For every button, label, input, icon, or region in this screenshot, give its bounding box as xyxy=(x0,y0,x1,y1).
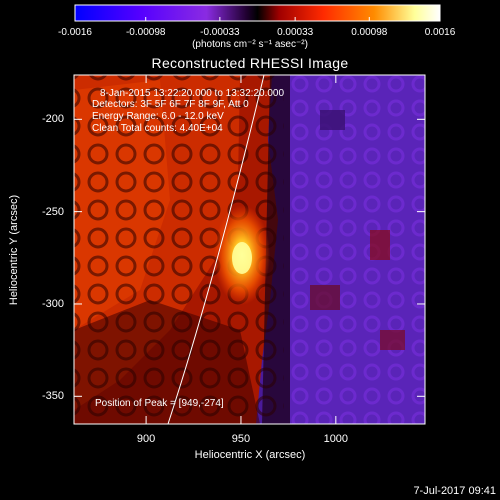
colorbar-ticks xyxy=(74,17,441,21)
annotation-clean: Clean Total counts: 4.40E+04 xyxy=(92,123,223,134)
annotation-detectors: Detectors: 3F 5F 6F 7F 8F 9F, Att 0 xyxy=(92,99,249,110)
rhessi-image xyxy=(74,75,425,424)
annotation-time: 8-Jan-2015 13:22:20.000 to 13:32:20.000 xyxy=(100,88,285,99)
colorbar-tick-label: 0.0016 xyxy=(424,27,456,38)
x-tick-label: 1000 xyxy=(323,433,349,445)
colorbar xyxy=(74,4,441,22)
annotation-peak: Position of Peak = [949,-274] xyxy=(95,398,224,409)
solar-limb-line xyxy=(167,75,265,424)
colorbar-tick-label: 0.00033 xyxy=(277,27,314,38)
y-tick-label: -350 xyxy=(41,390,64,403)
colorbar-tick-label: -0.00098 xyxy=(125,27,166,38)
colorbar-tick-label: -0.0016 xyxy=(58,27,92,38)
y-tick-label: -250 xyxy=(41,205,64,218)
y-tick-label: -200 xyxy=(41,113,64,126)
footer-timestamp: 7-Jul-2017 09:41 xyxy=(413,485,496,497)
y-tick-label: -300 xyxy=(41,297,64,310)
plot-title: Reconstructed RHESSI Image xyxy=(151,55,349,71)
colorbar-tick-label: -0.00033 xyxy=(200,27,240,38)
plot-frame xyxy=(73,74,426,425)
colorbar-tick-label: 0.00098 xyxy=(351,27,388,38)
colorbar-unit-label: (photons cm⁻² s⁻¹ asec⁻²) xyxy=(192,39,308,50)
annotation-energy: Energy Range: 6.0 - 12.0 keV xyxy=(92,111,224,122)
x-tick-label: 900 xyxy=(136,433,156,445)
x-axis-label: Heliocentric X (arcsec) xyxy=(194,449,306,461)
axis-ticks xyxy=(74,75,425,424)
x-tick-label: 950 xyxy=(231,433,251,445)
y-axis-label: Heliocentric Y (arcsec) xyxy=(8,194,20,306)
